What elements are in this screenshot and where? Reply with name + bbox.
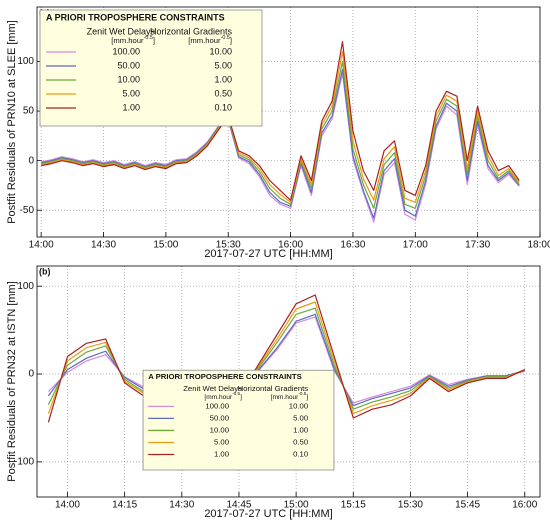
x-tick-label: 15:45 bbox=[455, 500, 480, 511]
series-line bbox=[47, 294, 526, 423]
x-tick-label: 15:30 bbox=[216, 240, 241, 251]
y-tick-label: -50 bbox=[20, 205, 35, 216]
legend-header: Horizontal Gradients bbox=[238, 384, 309, 393]
legend-unit-base: [mm.hour bbox=[111, 36, 144, 45]
legend-title: A PRIORI TROPOSPHERE CONSTRAINTS bbox=[148, 372, 302, 381]
legend-gradient: 10.00 bbox=[209, 46, 232, 56]
legend-unit: [mm.hour-0.5] bbox=[271, 391, 309, 401]
y-tick-label: 100 bbox=[17, 281, 34, 292]
legend-gradient: 0.50 bbox=[214, 88, 232, 98]
y-tick-label: 0 bbox=[28, 155, 34, 166]
legend-label: 1.00 bbox=[122, 102, 140, 112]
legend-unit-exp: -0.5 bbox=[144, 35, 153, 41]
legend-gradient: 0.10 bbox=[293, 450, 308, 459]
legend-unit-base: [mm.hour bbox=[271, 394, 300, 401]
x-axis-label: 2017-07-27 UTC [HH:MM] bbox=[204, 248, 332, 260]
x-tick-label: 15:00 bbox=[153, 240, 178, 251]
x-tick-label: 14:00 bbox=[29, 240, 54, 251]
legend-label: 10.00 bbox=[117, 74, 140, 84]
legend-unit-close: ] bbox=[306, 394, 308, 401]
legend-label: 50.00 bbox=[117, 60, 140, 70]
legend-unit-base: [mm.hour bbox=[204, 394, 233, 401]
legend-label: 100.00 bbox=[205, 401, 229, 410]
x-tick-label: 14:15 bbox=[112, 500, 137, 511]
legend-label: 5.00 bbox=[122, 88, 140, 98]
x-tick-label: 15:15 bbox=[341, 500, 366, 511]
legend-unit-exp: -0.5 bbox=[298, 391, 306, 396]
legend-gradient: 0.10 bbox=[214, 102, 232, 112]
y-tick-label: -100 bbox=[14, 457, 34, 468]
panel-label: (b) bbox=[39, 266, 51, 276]
legend-unit: [mm.hour-0.5] bbox=[111, 35, 155, 45]
x-tick-label: 14:30 bbox=[169, 500, 194, 511]
legend-box bbox=[142, 369, 335, 471]
y-tick-label: 0 bbox=[28, 369, 34, 380]
series-line bbox=[47, 301, 526, 415]
y-tick-label: 50 bbox=[23, 106, 35, 117]
legend-gradient: 1.00 bbox=[293, 425, 308, 434]
legend-unit: [mm.hour-0.5] bbox=[188, 35, 232, 45]
series-line bbox=[47, 316, 525, 404]
legend-gradient: 5.00 bbox=[293, 413, 308, 422]
x-tick-label: 16:00 bbox=[278, 240, 303, 251]
x-tick-label: 16:00 bbox=[512, 500, 537, 511]
legend-header: Zenit Wet Delays bbox=[87, 26, 156, 36]
legend-box bbox=[39, 9, 263, 127]
legend-unit-exp: -0.5 bbox=[232, 391, 240, 396]
x-tick-label: 14:30 bbox=[91, 240, 116, 251]
series-line bbox=[41, 51, 520, 203]
x-tick-label: 17:00 bbox=[403, 240, 428, 251]
x-tick-label: 15:00 bbox=[284, 500, 309, 511]
legend-label: 1.00 bbox=[214, 450, 229, 459]
x-tick-label: 14:00 bbox=[55, 500, 80, 511]
x-tick-label: 16:30 bbox=[340, 240, 365, 251]
y-axis-label: Postfit Residuals of PRN10 at SLEE [mm] bbox=[6, 20, 18, 224]
legend-header: Horizontal Gradients bbox=[150, 26, 233, 36]
x-tick-label: 17:30 bbox=[465, 240, 490, 251]
x-tick-label: 14:45 bbox=[226, 500, 251, 511]
plot-frame bbox=[36, 265, 541, 498]
legend-unit-exp: -0.5 bbox=[221, 35, 230, 41]
legend-label: 50.00 bbox=[210, 413, 229, 422]
plot-frame bbox=[36, 6, 541, 238]
legend-unit: [mm.hour-0.5] bbox=[204, 391, 242, 401]
series-line bbox=[47, 313, 525, 407]
series-line bbox=[41, 68, 520, 219]
legend-header: Zenit Wet Delays bbox=[183, 384, 242, 393]
series-line bbox=[41, 72, 520, 223]
legend-gradient: 5.00 bbox=[214, 60, 232, 70]
y-tick-label: 100 bbox=[17, 56, 34, 67]
legend-label: 10.00 bbox=[210, 425, 229, 434]
x-axis-label: 2017-07-27 UTC [HH:MM] bbox=[204, 508, 332, 520]
x-tick-label: 15:30 bbox=[398, 500, 423, 511]
legend-unit-close: ] bbox=[240, 394, 242, 401]
x-tick-label: 18:00 bbox=[527, 240, 550, 251]
legend-label: 100.00 bbox=[112, 46, 140, 56]
legend-unit-close: ] bbox=[230, 36, 232, 45]
series-line bbox=[41, 60, 520, 209]
legend-gradient: 10.00 bbox=[289, 401, 308, 410]
y-axis-label: Postfit Residuals of PRN32 at ISTN [mm] bbox=[6, 281, 18, 482]
series-line bbox=[47, 307, 525, 410]
legend-label: 5.00 bbox=[214, 438, 229, 447]
legend-unit-close: ] bbox=[153, 36, 155, 45]
legend-gradient: 0.50 bbox=[293, 438, 308, 447]
legend-gradient: 1.00 bbox=[214, 74, 232, 84]
series-line bbox=[41, 41, 520, 201]
legend-unit-base: [mm.hour bbox=[188, 36, 221, 45]
legend-title: A PRIORI TROPOSPHERE CONSTRAINTS bbox=[46, 12, 225, 22]
